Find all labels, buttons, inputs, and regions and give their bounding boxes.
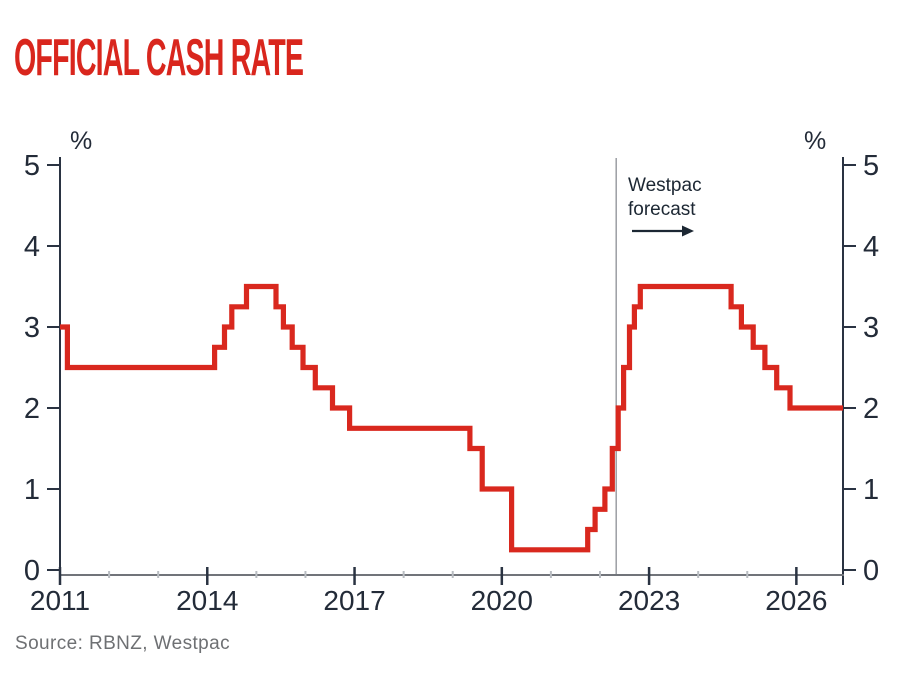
y-tick-label-left: 2 xyxy=(24,393,40,425)
forecast-annotation-line2: forecast xyxy=(628,199,696,220)
y-tick-label-right: 5 xyxy=(863,150,879,182)
y-tick-label-right: 4 xyxy=(863,231,879,263)
forecast-annotation: Westpac forecast xyxy=(628,174,702,222)
forecast-arrow-icon xyxy=(632,225,694,237)
x-tick-label: 2017 xyxy=(323,585,385,616)
x-tick-label: 2026 xyxy=(765,585,827,616)
chart-title: OFFICIAL CASH RATE xyxy=(14,29,304,87)
y-tick-label-left: 0 xyxy=(24,555,40,587)
y-tick-label-right: 2 xyxy=(863,393,879,425)
x-tick-label: 2023 xyxy=(618,585,680,616)
y-tick-label-left: 3 xyxy=(24,312,40,344)
ocr-step-line xyxy=(60,283,843,553)
y-tick-label-right: 1 xyxy=(863,474,879,506)
y-tick-label-left: 4 xyxy=(24,231,40,263)
y-axis-unit-right: % xyxy=(804,127,827,155)
forecast-arrow-head xyxy=(682,225,694,237)
x-tick-label: 2014 xyxy=(176,585,238,616)
y-tick-label-left: 1 xyxy=(24,474,40,506)
forecast-annotation-line1: Westpac xyxy=(628,175,702,196)
y-tick-label-right: 0 xyxy=(863,555,879,587)
x-tick-label: 2020 xyxy=(471,585,533,616)
y-tick-label-left: 5 xyxy=(24,150,40,182)
y-axis-unit-left: % xyxy=(70,127,93,155)
x-tick-label: 2011 xyxy=(30,585,90,616)
source-caption: Source: RBNZ, Westpac xyxy=(15,633,231,654)
y-tick-label-right: 3 xyxy=(863,312,879,344)
